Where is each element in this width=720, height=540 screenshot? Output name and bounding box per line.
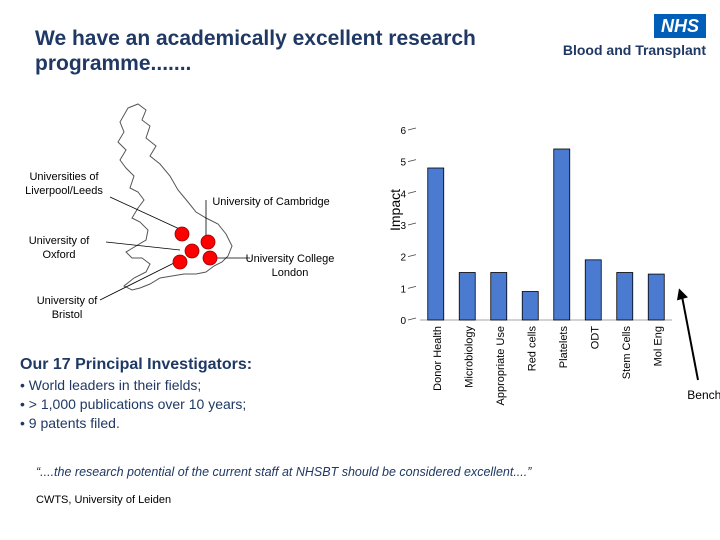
y-tick-mark (407, 190, 417, 194)
category-label: Appropriate Use (495, 326, 507, 406)
bar (521, 291, 539, 321)
y-tick-label: 1 (400, 284, 406, 295)
uk-outline (117, 103, 233, 291)
marker-liverpool-leeds (174, 226, 190, 242)
benchmark-arrowhead (677, 288, 688, 301)
marker-ucl (202, 250, 218, 266)
nhs-logo-text: Blood and Transplant (562, 42, 706, 58)
marker-cambridge (200, 234, 216, 250)
label-liverpool-leeds: Universities of Liverpool/Leeds (25, 171, 103, 197)
y-tick-mark (407, 285, 417, 289)
label-oxford: University of Oxford (28, 235, 90, 261)
bar (553, 148, 571, 321)
investigators-item: • > 1,000 publications over 10 years; (20, 396, 247, 412)
label-cambridge: University of Cambridge (212, 196, 330, 208)
investigators-item: • World leaders in their fields; (20, 377, 202, 393)
y-tick-mark (407, 159, 417, 163)
y-tick-mark (407, 317, 417, 321)
y-tick-mark (407, 127, 417, 131)
marker-oxford (184, 243, 200, 259)
investigators-item: • 9 patents filed. (20, 415, 120, 431)
quote-text: “....the research potential of the curre… (36, 465, 532, 479)
category-label: Donor Health (432, 326, 444, 391)
label-ucl: University College London (245, 253, 335, 279)
benchmark-label: Benchmark (687, 388, 720, 402)
leader-liverpool (109, 196, 187, 233)
y-tick-label: 2 (400, 253, 406, 264)
nhs-logo: NHS Blood and Transplant (562, 14, 706, 64)
chart-bars (427, 148, 665, 321)
y-tick-label: 3 (400, 221, 406, 232)
chart-labels: Donor Health Microbiology Appropriate Use R… (432, 326, 720, 406)
category-label: Microbiology (463, 326, 475, 388)
bar (458, 272, 476, 321)
leader-oxford (105, 241, 181, 251)
marker-bristol (172, 254, 188, 270)
y-tick-label: 5 (400, 158, 406, 169)
impact-chart: 0 1 2 3 4 5 6 Impact Donor Health Microbiology Ap… (387, 126, 720, 406)
investigators-heading: Our 17 Principal Investigators: (20, 356, 253, 373)
bar (647, 273, 665, 321)
y-tick-mark (407, 254, 417, 258)
y-tick-label: 4 (400, 189, 406, 200)
label-bristol: University of Bristol (36, 295, 98, 321)
category-label: ODT (589, 326, 601, 350)
y-axis-label: Impact (387, 189, 403, 231)
uk-map (99, 103, 250, 301)
bar (616, 272, 634, 321)
slide-title: We have an academically excellent resear… (35, 27, 476, 76)
category-label: Platelets (558, 326, 570, 369)
bar (427, 167, 445, 321)
investigators-block: Our 17 Principal Investigators: • World … (20, 356, 360, 431)
y-tick-label: 6 (400, 126, 406, 137)
category-label: Red cells (526, 326, 538, 372)
leader-bristol (99, 261, 177, 301)
benchmark-arrow (681, 296, 699, 381)
bar (584, 259, 602, 321)
y-tick-mark (407, 222, 417, 226)
quote-source: CWTS, University of Leiden (36, 494, 172, 506)
y-tick-label: 0 (400, 316, 406, 327)
nhs-logo-box: NHS (654, 14, 706, 38)
category-label: Stem Cells (621, 326, 633, 380)
bar (490, 272, 508, 321)
category-label: Mol Eng (652, 326, 664, 366)
